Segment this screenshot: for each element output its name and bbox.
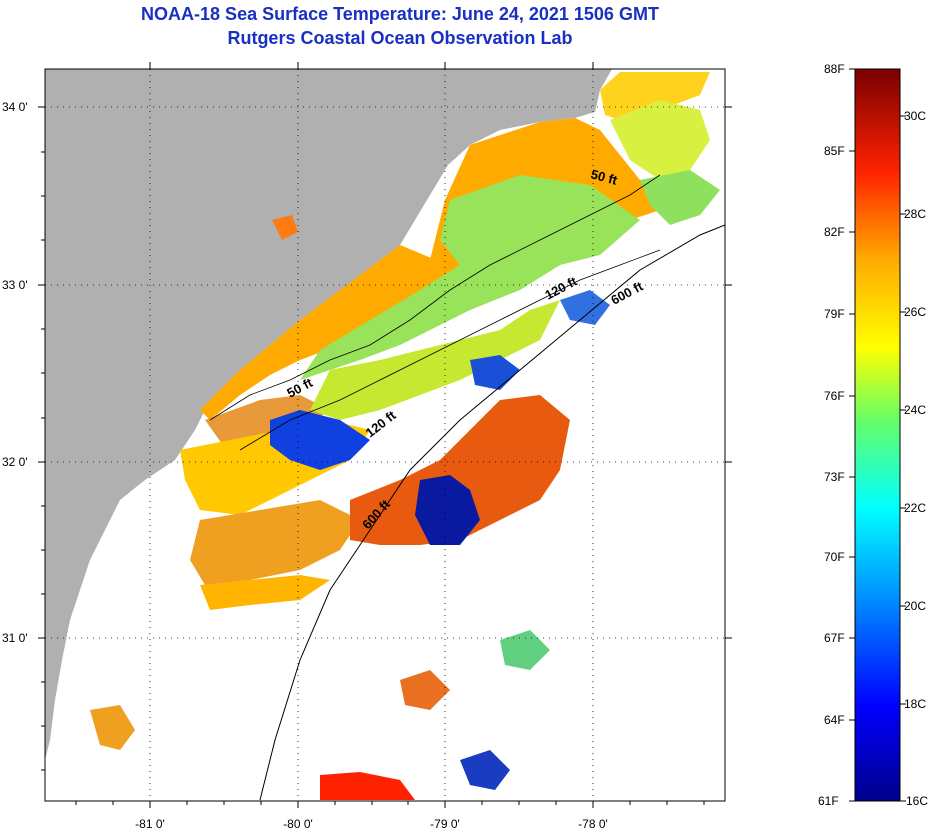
colorbar-c-20: 20C <box>904 599 926 613</box>
colorbar-f-67: 67F <box>824 631 845 645</box>
axis-ticks <box>38 62 732 808</box>
lat-label-31: 31 0' <box>2 631 28 645</box>
sst-data <box>90 72 720 800</box>
colorbar-f-61: 61F <box>818 794 839 808</box>
colorbar-f-76: 76F <box>824 389 845 403</box>
colorbar-f-88: 88F <box>824 62 845 76</box>
lon-label-80: -80 0' <box>283 817 313 831</box>
colorbar-c-30: 30C <box>904 109 926 123</box>
land-area <box>45 69 612 760</box>
lat-label-33: 33 0' <box>2 278 28 292</box>
map-title: NOAA-18 Sea Surface Temperature: June 24… <box>141 4 659 24</box>
isobath-contours <box>209 174 725 801</box>
lat-label-34: 34 0' <box>2 100 28 114</box>
colorbar-c-16: 16C <box>906 794 928 808</box>
colorbar-c-22: 22C <box>904 501 926 515</box>
colorbar-c-26: 26C <box>904 305 926 319</box>
colorbar-c-18: 18C <box>904 697 926 711</box>
colorbar-c-28: 28C <box>904 207 926 221</box>
isobath-label-50-north: 50 ft <box>589 166 619 188</box>
map-frame <box>44 68 726 802</box>
colorbar-f-82: 82F <box>824 225 845 239</box>
map-area <box>45 69 725 801</box>
lon-label-81: -81 0' <box>135 817 165 831</box>
colorbar-f-64: 64F <box>824 713 845 727</box>
lat-label-32: 32 0' <box>2 455 28 469</box>
colorbar-f-70: 70F <box>824 550 845 564</box>
colorbar-c-24: 24C <box>904 403 926 417</box>
lat-lon-grid <box>45 69 725 801</box>
colorbar-ticks <box>849 68 906 802</box>
colorbar-f-85: 85F <box>824 144 845 158</box>
colorbar <box>854 68 901 802</box>
lon-label-78: -78 0' <box>578 817 608 831</box>
colorbar-f-79: 79F <box>824 307 845 321</box>
colorbar-f-73: 73F <box>824 470 845 484</box>
lon-label-79: -79 0' <box>430 817 460 831</box>
map-subtitle: Rutgers Coastal Ocean Observation Lab <box>227 28 573 48</box>
